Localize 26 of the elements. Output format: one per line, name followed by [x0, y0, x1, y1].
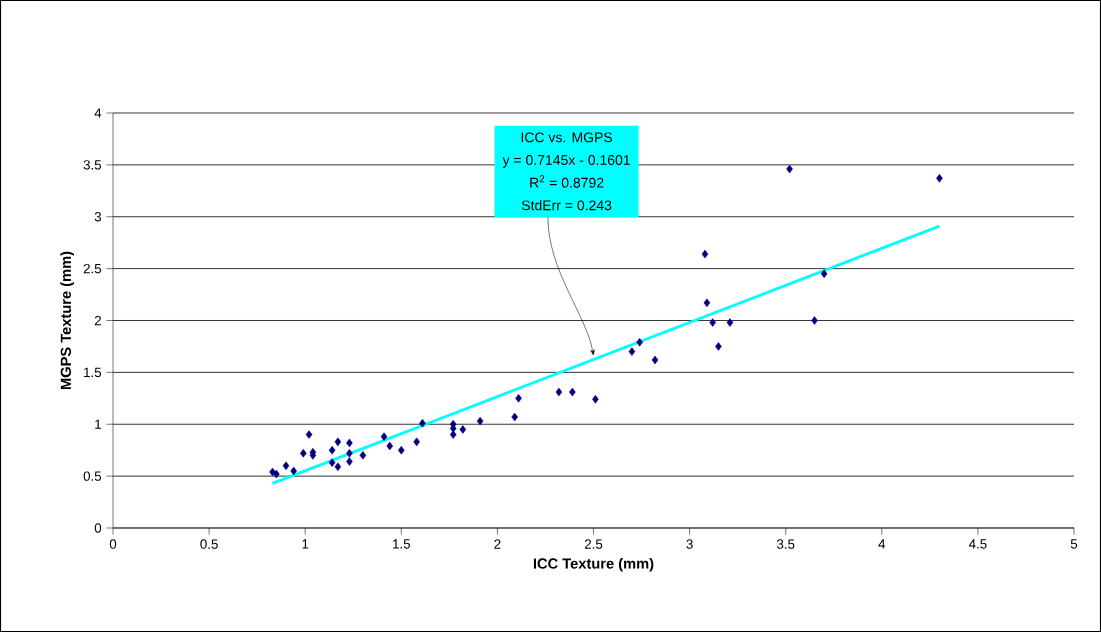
y-tick-label: 2 [94, 315, 101, 326]
x-tick-label: 1 [302, 539, 309, 549]
y-tick-label: 1.5 [84, 367, 102, 378]
annotation: StdErr = 0.243 [521, 200, 612, 211]
y-tick-label: 4 [94, 108, 102, 118]
x-tick-label: 4 [878, 539, 886, 549]
x-tick-label: 0.5 [200, 539, 218, 549]
annotation: R$^{2}$ = 0.8792 [530, 175, 604, 188]
x-tick-label: 0 [109, 539, 117, 549]
x-tick-label: 3.5 [776, 539, 795, 549]
x-tick-label: 5 [1070, 539, 1078, 549]
x-tick-label: 2 [494, 539, 501, 549]
y-tick-label: 0 [94, 523, 102, 533]
y-tick-label: 3 [94, 212, 102, 222]
annotation: ICC vs. MGPS [521, 132, 613, 143]
y-tick-label: 0.5 [83, 471, 102, 481]
y-tick-label: 3.5 [83, 160, 102, 170]
y-tick-label: 2.5 [83, 263, 102, 274]
annotation: y = 0.7145x - 0.1601 [502, 155, 630, 168]
y-axis-title: MGPS Texture (mm) [60, 251, 74, 390]
y-tick-label: 1 [95, 419, 101, 429]
x-tick-label: 2.5 [584, 539, 603, 549]
x-axis-title: ICC Texture (mm) [533, 557, 654, 572]
x-tick-label: 1.5 [393, 539, 411, 549]
x-tick-label: 3 [686, 539, 693, 549]
x-tick-label: 4.5 [968, 539, 987, 549]
